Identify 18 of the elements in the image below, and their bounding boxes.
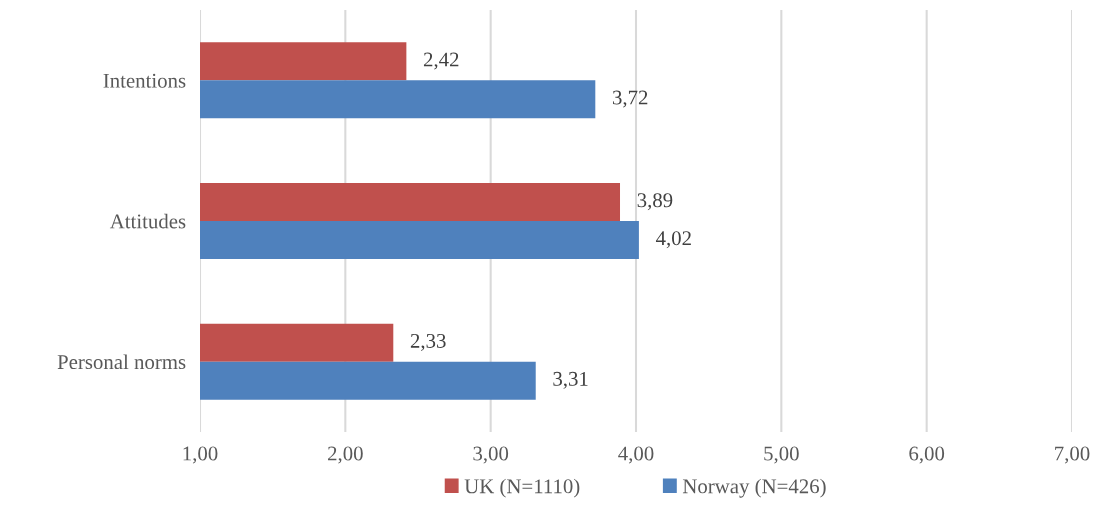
legend-label: UK (N=1110) [464,478,580,498]
x-tick-label: 1,00 [183,446,218,464]
x-tick-label: 4,00 [618,446,654,464]
data-label: 2,33 [410,333,446,351]
x-tick-label: 3,00 [473,446,509,464]
x-tick-label: 2,00 [328,446,363,464]
data-label: 3,72 [612,90,648,108]
data-label: 3,89 [637,193,673,211]
data-label: 4,02 [655,231,691,249]
y-tick-label: Personal norms [57,354,186,370]
y-tick-label: Intentions [103,73,186,88]
x-tick-label: 5,00 [764,446,799,464]
x-tick-label: 6,00 [909,446,945,464]
data-label: 3,31 [553,371,588,389]
x-tick-label: 7,00 [1055,446,1090,464]
legend-label: Norway (N=426) [682,478,826,498]
data-label: 2,42 [423,52,459,70]
y-tick-label: Attitudes [109,213,186,229]
